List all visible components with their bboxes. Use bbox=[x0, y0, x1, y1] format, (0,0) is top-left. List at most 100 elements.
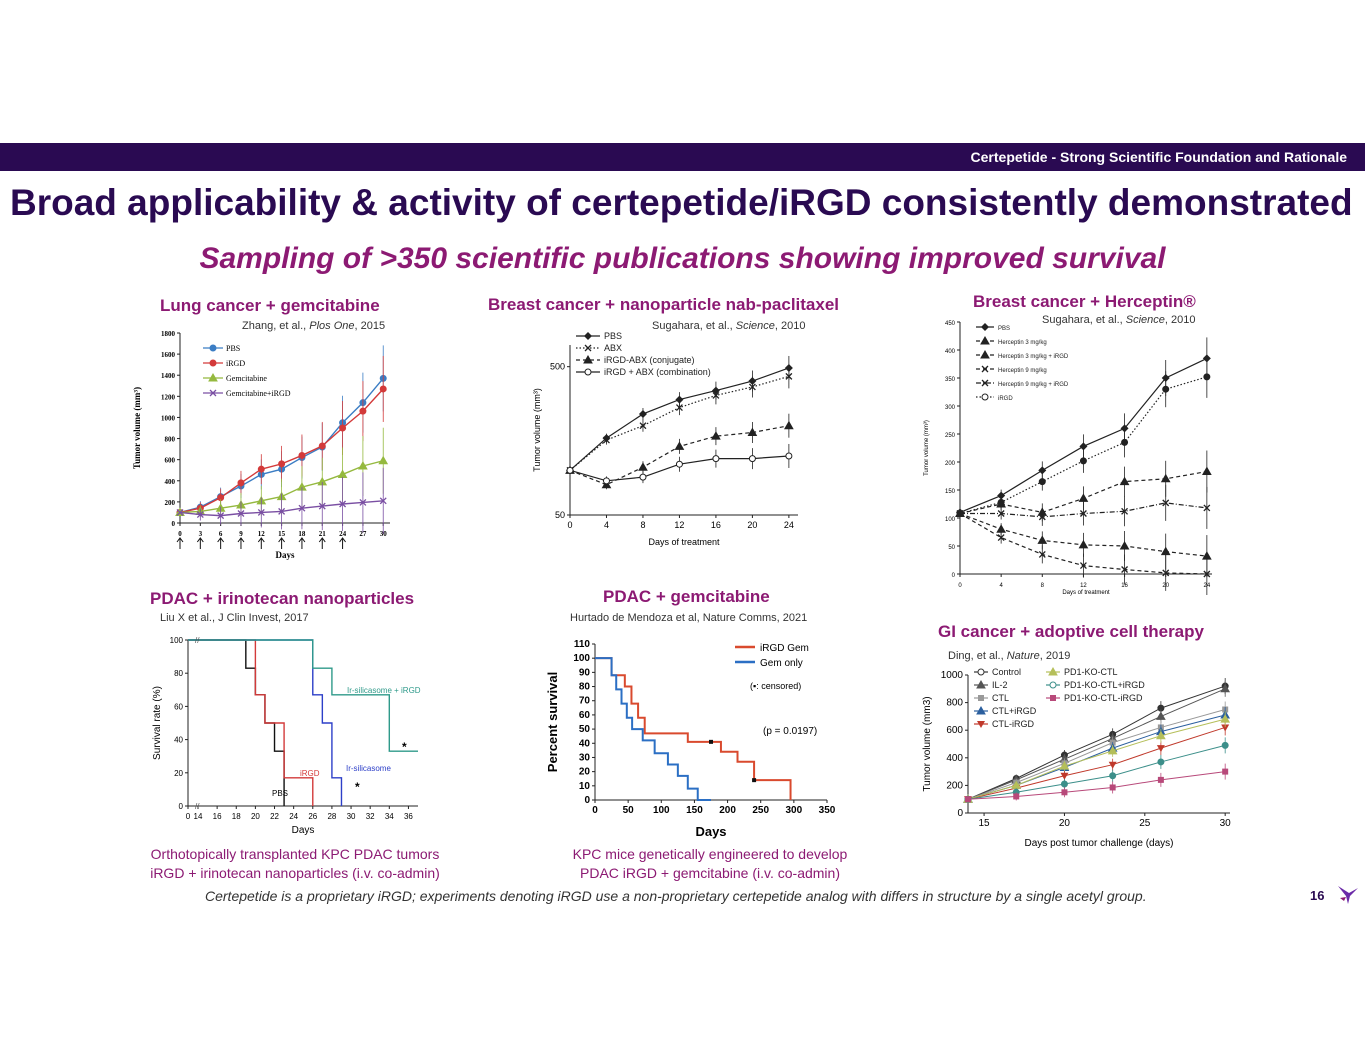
lung-tumor-volume-chart: 0 200 400 600 800 1000 1200 1400 1600 1800 0 3 6 9 12 1… bbox=[132, 330, 390, 560]
y-tick-label: 1000 bbox=[941, 670, 964, 681]
data-point bbox=[1038, 466, 1047, 475]
x-tick-label: 25 bbox=[1139, 818, 1151, 829]
data-point bbox=[1121, 438, 1129, 446]
data-point bbox=[298, 504, 306, 512]
x-tick-label: 0 bbox=[186, 812, 191, 821]
data-point bbox=[1156, 711, 1166, 720]
citation-year: , 2019 bbox=[1039, 650, 1071, 662]
y-tick-label: 50 bbox=[555, 510, 565, 520]
y-axis-title: Percent survival bbox=[545, 672, 560, 772]
page-title: Broad applicability & activity of certep… bbox=[10, 182, 1353, 223]
y-tick-label: 50 bbox=[579, 724, 591, 735]
x-tick-label: 28 bbox=[327, 812, 336, 821]
x-tick-label: 16 bbox=[213, 812, 222, 821]
x-tick-label: 12 bbox=[1080, 583, 1087, 589]
legend-marker bbox=[978, 695, 984, 701]
legend-label: Herceptin 3 mg/kg bbox=[998, 340, 1047, 346]
data-point bbox=[339, 424, 347, 432]
data-point bbox=[674, 441, 685, 450]
data-point bbox=[1221, 741, 1229, 749]
data-point bbox=[278, 507, 286, 515]
data-point bbox=[1079, 457, 1087, 465]
y-tick-label: 150 bbox=[945, 489, 956, 495]
y-tick-label: 400 bbox=[946, 753, 963, 764]
survival-curve bbox=[188, 639, 418, 752]
data-point bbox=[602, 477, 610, 485]
dosing-arrow-icon bbox=[257, 537, 265, 549]
y-tick-label: 0 bbox=[952, 573, 956, 579]
series-line bbox=[967, 688, 1226, 800]
legend-marker bbox=[1049, 681, 1057, 689]
legend-marker bbox=[1050, 695, 1056, 701]
data-point bbox=[1121, 566, 1129, 573]
x-tick-label: 16 bbox=[711, 520, 721, 530]
dosing-arrow-icon bbox=[217, 537, 225, 549]
citation-author: Sugahara, et al., bbox=[1042, 314, 1126, 326]
y-tick-label: 0 bbox=[179, 802, 184, 811]
data-point bbox=[1220, 714, 1231, 723]
significance-marker: * bbox=[355, 780, 360, 794]
x-tick-label: 300 bbox=[786, 805, 803, 816]
data-point bbox=[675, 460, 683, 468]
dosing-arrow-icon bbox=[196, 537, 204, 549]
pdac-irinotecan-panel-title: PDAC + irinotecan nanoparticles bbox=[150, 589, 415, 608]
data-point bbox=[1201, 466, 1212, 476]
dosing-arrow-icon bbox=[318, 537, 326, 549]
breast-nab-citation: Sugahara, et al., Science, 2010 bbox=[652, 320, 806, 332]
y-tick-label: 100 bbox=[170, 636, 184, 645]
y-axis-title: Tumor volume (mm3) bbox=[922, 696, 933, 791]
data-point bbox=[1203, 504, 1211, 512]
censored-mark bbox=[709, 739, 713, 744]
y-tick-label: 80 bbox=[174, 669, 183, 678]
x-tick-label: 350 bbox=[819, 805, 836, 816]
x-tick-label: 30 bbox=[380, 530, 388, 538]
section-header-label: Certepetide - Strong Scientific Foundati… bbox=[970, 149, 1347, 165]
x-tick-label: 200 bbox=[719, 805, 736, 816]
x-tick-label: 9 bbox=[239, 530, 243, 538]
y-tick-label: 80 bbox=[579, 682, 591, 693]
data-point bbox=[359, 407, 367, 415]
x-axis-title: Days of treatment bbox=[648, 537, 720, 547]
lung-citation: Zhang, et al., Plos One, 2015 bbox=[242, 320, 385, 332]
dosing-arrow-icon bbox=[176, 537, 184, 549]
data-point bbox=[257, 508, 265, 516]
dosing-arrow-icon bbox=[237, 537, 245, 549]
x-tick-label: 0 bbox=[592, 805, 598, 816]
data-point bbox=[639, 422, 647, 430]
x-tick-label: 20 bbox=[251, 812, 260, 821]
x-tick-label: 12 bbox=[258, 530, 266, 538]
legend-label: Gemcitabine bbox=[226, 374, 267, 383]
data-point bbox=[1108, 761, 1117, 769]
data-point bbox=[378, 455, 389, 465]
x-tick-label: 14 bbox=[194, 812, 203, 821]
x-tick-label: 100 bbox=[653, 805, 670, 816]
x-tick-label: 0 bbox=[178, 530, 182, 538]
data-point bbox=[1162, 569, 1170, 577]
x-tick-label: 20 bbox=[747, 520, 757, 530]
y-tick-label: 1200 bbox=[161, 393, 176, 401]
x-tick-label: 27 bbox=[359, 530, 367, 538]
data-point bbox=[1203, 373, 1211, 381]
data-point bbox=[997, 534, 1005, 542]
legend-marker bbox=[584, 368, 592, 376]
legend-label: Control bbox=[992, 667, 1021, 677]
legend-marker bbox=[584, 332, 592, 340]
legend-label: CTL bbox=[992, 693, 1009, 703]
x-axis-title: Days bbox=[695, 824, 726, 839]
legend-label: PD1-KO-CTL+iRGD bbox=[1064, 680, 1145, 690]
gi-tumor-volume-chart: 0 200 400 600 800 1000 15 20 25 30 Days post tumor… bbox=[922, 666, 1231, 849]
section-header-bar: Certepetide - Strong Scientific Foundati… bbox=[0, 143, 1365, 171]
series-line bbox=[967, 771, 1226, 800]
y-tick-label: 1400 bbox=[161, 372, 176, 380]
y-tick-label: 400 bbox=[945, 349, 956, 355]
data-point bbox=[747, 427, 758, 436]
y-tick-label: 450 bbox=[945, 321, 956, 327]
series-label: PBS bbox=[272, 789, 288, 798]
x-tick-label: 18 bbox=[232, 812, 241, 821]
data-point bbox=[318, 442, 326, 450]
censored-note: (▪: censored) bbox=[750, 681, 801, 691]
x-tick-label: 18 bbox=[298, 530, 306, 538]
survival-curve bbox=[188, 639, 314, 806]
data-point bbox=[784, 420, 794, 430]
